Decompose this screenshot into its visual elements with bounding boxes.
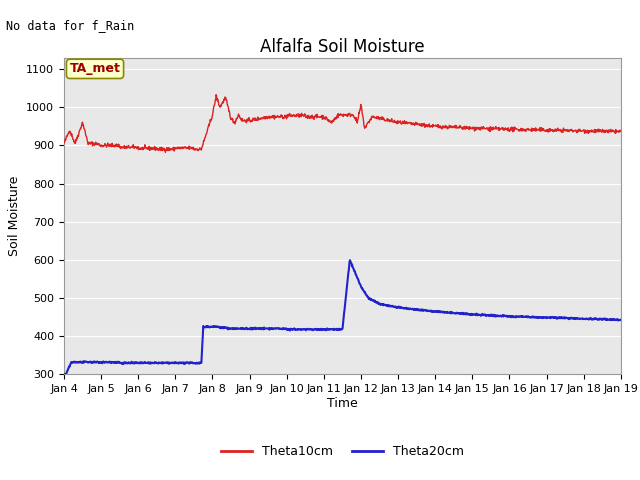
X-axis label: Time: Time	[327, 397, 358, 410]
Y-axis label: Soil Moisture: Soil Moisture	[8, 176, 20, 256]
Text: TA_met: TA_met	[70, 62, 120, 75]
Text: No data for f_Rain: No data for f_Rain	[6, 19, 134, 32]
Legend: Theta10cm, Theta20cm: Theta10cm, Theta20cm	[216, 440, 469, 463]
Title: Alfalfa Soil Moisture: Alfalfa Soil Moisture	[260, 38, 425, 56]
